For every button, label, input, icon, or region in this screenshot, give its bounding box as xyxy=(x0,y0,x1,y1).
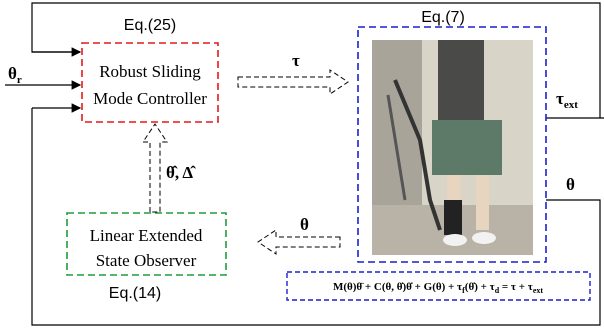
observer-eq-label: Eq.(14) xyxy=(109,285,161,302)
equation-subscript: ext xyxy=(533,286,544,295)
observer-label: State Observer xyxy=(96,251,197,270)
symbol: τ xyxy=(556,89,564,108)
observer-label: Linear Extended xyxy=(90,226,203,245)
estimates-signal: θ̂, Δ̂ xyxy=(166,163,196,182)
controller-label: Mode Controller xyxy=(93,89,207,108)
equation-term: = τ + τ xyxy=(499,281,533,293)
equation-term: (θ̇) + τ xyxy=(465,281,495,293)
exoskeleton-photo xyxy=(372,40,533,255)
dynamics-equation: M(θ)θ̈ + C(θ, θ̇)θ̇ + G(θ) + τf(θ̇) + τd… xyxy=(333,281,543,295)
symbol: θ xyxy=(8,64,17,83)
external-torque-signal: τext xyxy=(556,89,578,111)
controller-label: Robust Sliding xyxy=(99,62,201,81)
controller-box xyxy=(82,43,218,122)
subscript: ext xyxy=(564,99,578,111)
plant-eq-label: Eq.(7) xyxy=(421,9,465,26)
output-signal: θ xyxy=(566,175,575,194)
subscript: r xyxy=(17,74,22,86)
torque-signal: τ xyxy=(292,51,300,70)
reference-signal: θr xyxy=(8,64,22,86)
observer-input-signal: θ xyxy=(300,215,309,234)
block-diagram: Eq.(25) Robust Sliding Mode Controller E… xyxy=(0,0,604,335)
controller-eq-label: Eq.(25) xyxy=(124,17,176,34)
equation-term: M(θ)θ̈ + C(θ, θ̇)θ̇ + G(θ) + τ xyxy=(333,281,462,293)
